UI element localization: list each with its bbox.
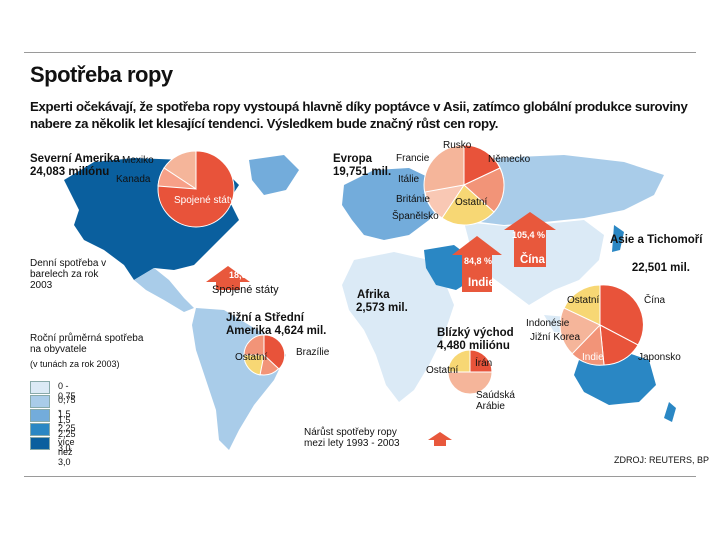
page-title: Spotřeba ropy [30,62,173,87]
legend-swatch [30,423,50,436]
asia-name: Asie a Tichomoří [610,234,703,246]
europe-name: Evropa [333,153,372,165]
label-mexiko: Mexiko [122,155,154,166]
legend-title: Roční průměrná spotřeba na obyvatele [30,333,144,355]
legend-unit: (v tunách za rok 2003) [30,359,120,369]
world-map [64,144,676,450]
label-kanada: Kanada [116,174,151,185]
pie-asia [559,284,644,366]
label-nemecko: Německo [488,154,531,165]
label-iran: Írán [475,358,493,369]
label-rusko: Rusko [443,140,472,151]
legend-swatch [30,381,50,394]
africa-name: Afrika [357,289,390,301]
north-america-name: Severní Amerika [30,153,120,165]
label-francie: Francie [396,153,430,164]
pie-north-america [157,150,235,228]
legend-swatch [30,409,50,422]
label-jizni-korea: Jižní Korea [530,332,581,343]
arrow-legend [428,432,452,446]
middle-east-value: 4,480 miliónu [437,340,510,352]
north-america-value: 24,083 miliónu [30,166,110,178]
label-sa-ostatni: Ostatní [235,352,268,363]
label-brazilie: Brazílie [296,347,330,358]
europe-shape [342,168,444,240]
label-spojene-staty: Spojené státy [174,195,235,206]
greenland-shape [249,155,299,195]
bottom-rule [24,476,696,477]
pie-middle-east [447,349,493,395]
central-america-shape [134,268,194,312]
arrow-usa-label: Spojené státy [212,284,279,296]
label-indonesie: Indonésie [526,318,570,329]
arrow-china [504,212,556,267]
label-italie: Itálie [398,174,420,185]
daily-consumption-note: Denní spotřeba v barelech za rok 2003 [30,258,107,291]
top-rule [24,52,696,53]
africa-shape [342,252,454,402]
south-america-name: Jižní a Střední Amerika 4,624 mil. [226,312,327,337]
label-saudska-arabie: Saúdská Arábie [476,390,515,412]
legend-swatch [30,437,50,450]
label-japonsko: Japonsko [638,352,681,363]
arrow-india-value: 84,8 % [464,256,493,266]
arrow-usa-value: 18,5 % [229,270,258,280]
arrow-usa [206,266,250,290]
middle-east-name: Blízký východ [437,327,514,339]
pie-south-america [243,334,286,376]
japan-shape [612,225,624,252]
label-cina-pie: Čína [644,295,666,306]
arrow-india [452,236,502,292]
legend-swatch [30,395,50,408]
middle-east-shape [424,245,474,290]
arrow-china-value: 105,4 % [512,230,546,240]
label-asia-ostatni: Ostatní [567,295,600,306]
arrow-legend-text: Nárůst spotřeby ropy mezi lety 1993 - 20… [304,427,400,449]
page-subtitle: Experti očekávají, že spotřeba ropy vyst… [30,99,688,131]
asia-value: 22,501 mil. [631,262,690,274]
arrow-china-label: Čína [520,254,545,266]
africa-value: 2,573 mil. [356,302,408,314]
new-zealand-shape [664,402,676,422]
arrow-india-label: Indie [468,277,495,289]
pie-europe [423,144,505,226]
label-me-ostatni: Ostatní [426,365,459,376]
label-spanelsko: Španělsko [392,211,439,222]
label-britanie: Británie [396,194,430,205]
europe-value: 19,751 mil. [333,166,392,178]
label-europe-ostatni: Ostatní [455,197,488,208]
label-indie-pie: Indie [582,352,604,363]
source-credit: ZDROJ: REUTERS, BP [614,455,710,465]
